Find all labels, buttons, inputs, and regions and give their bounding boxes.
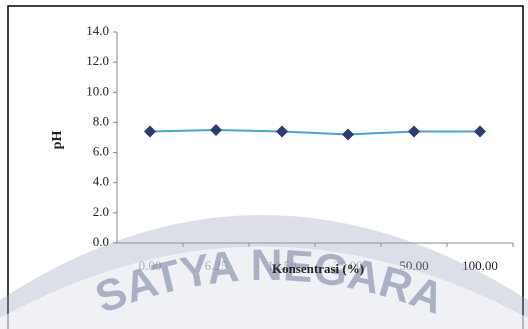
data-line: [149, 128, 480, 136]
data-point: [210, 123, 222, 136]
y-tick-label: 14.0: [86, 23, 109, 38]
y-tick-label: 2.0: [93, 204, 109, 219]
x-tick-label: 100.00: [462, 258, 498, 273]
data-point: [474, 125, 486, 138]
y-axis-label: pH: [50, 131, 65, 150]
data-point: [342, 128, 354, 141]
y-tick-label: 10.0: [86, 83, 109, 98]
y-tick-label: 0.0: [93, 234, 109, 249]
data-point: [144, 125, 156, 138]
watermark-shape: [0, 246, 528, 329]
y-tick-label: 12.0: [86, 53, 109, 68]
y-tick-label: 4.0: [93, 174, 109, 189]
y-tick-label: 6.0: [93, 144, 109, 159]
data-point: [408, 125, 420, 138]
data-point: [276, 125, 288, 138]
x-axis-label: Konsentrasi (%): [272, 261, 364, 276]
y-tick-label: 8.0: [93, 113, 109, 128]
